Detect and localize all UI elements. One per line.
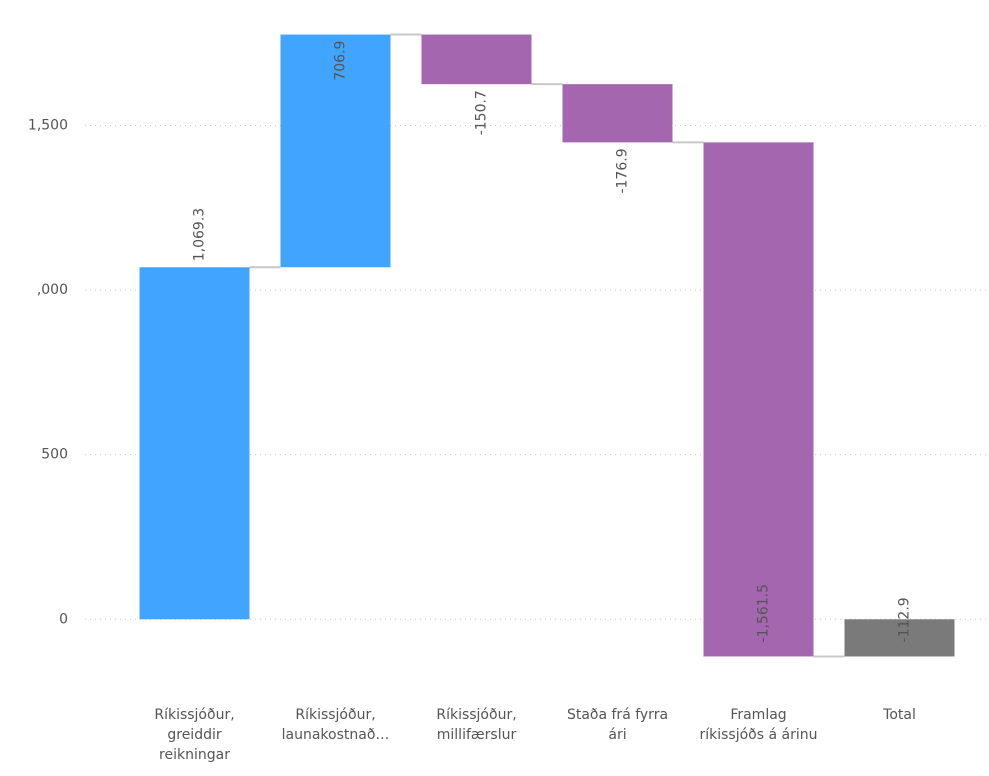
x-tick-label: Ríkissjóður, millifærslur <box>436 707 517 743</box>
value-label: -1,561.5 <box>756 584 772 643</box>
x-tick-label: Framlag ríkissjóðs á árinu <box>699 707 818 743</box>
x-tick-label: Ríkissjóður, greiddir reikningar <box>154 707 235 763</box>
x-tick-label: Ríkissjóður, launakostnað… <box>281 707 390 743</box>
value-label: 1,069.3 <box>192 208 208 261</box>
bar <box>562 84 673 143</box>
bar <box>703 142 814 657</box>
value-label: -150.7 <box>474 90 490 135</box>
bar <box>139 267 250 620</box>
y-tick-label: 0 <box>59 611 68 627</box>
bar <box>280 34 391 268</box>
bar <box>844 619 955 657</box>
x-tick-label: Total <box>883 707 916 723</box>
x-tick-label: Staða frá fyrra ári <box>566 707 669 743</box>
y-tick-label: 1,500 <box>28 117 68 133</box>
bar <box>421 34 532 85</box>
value-label: -176.9 <box>615 148 631 193</box>
value-label: 706.9 <box>333 41 349 81</box>
y-tick-label: 500 <box>41 447 68 463</box>
value-label: -112.9 <box>897 597 913 642</box>
y-tick-label: ,000 <box>37 282 68 298</box>
